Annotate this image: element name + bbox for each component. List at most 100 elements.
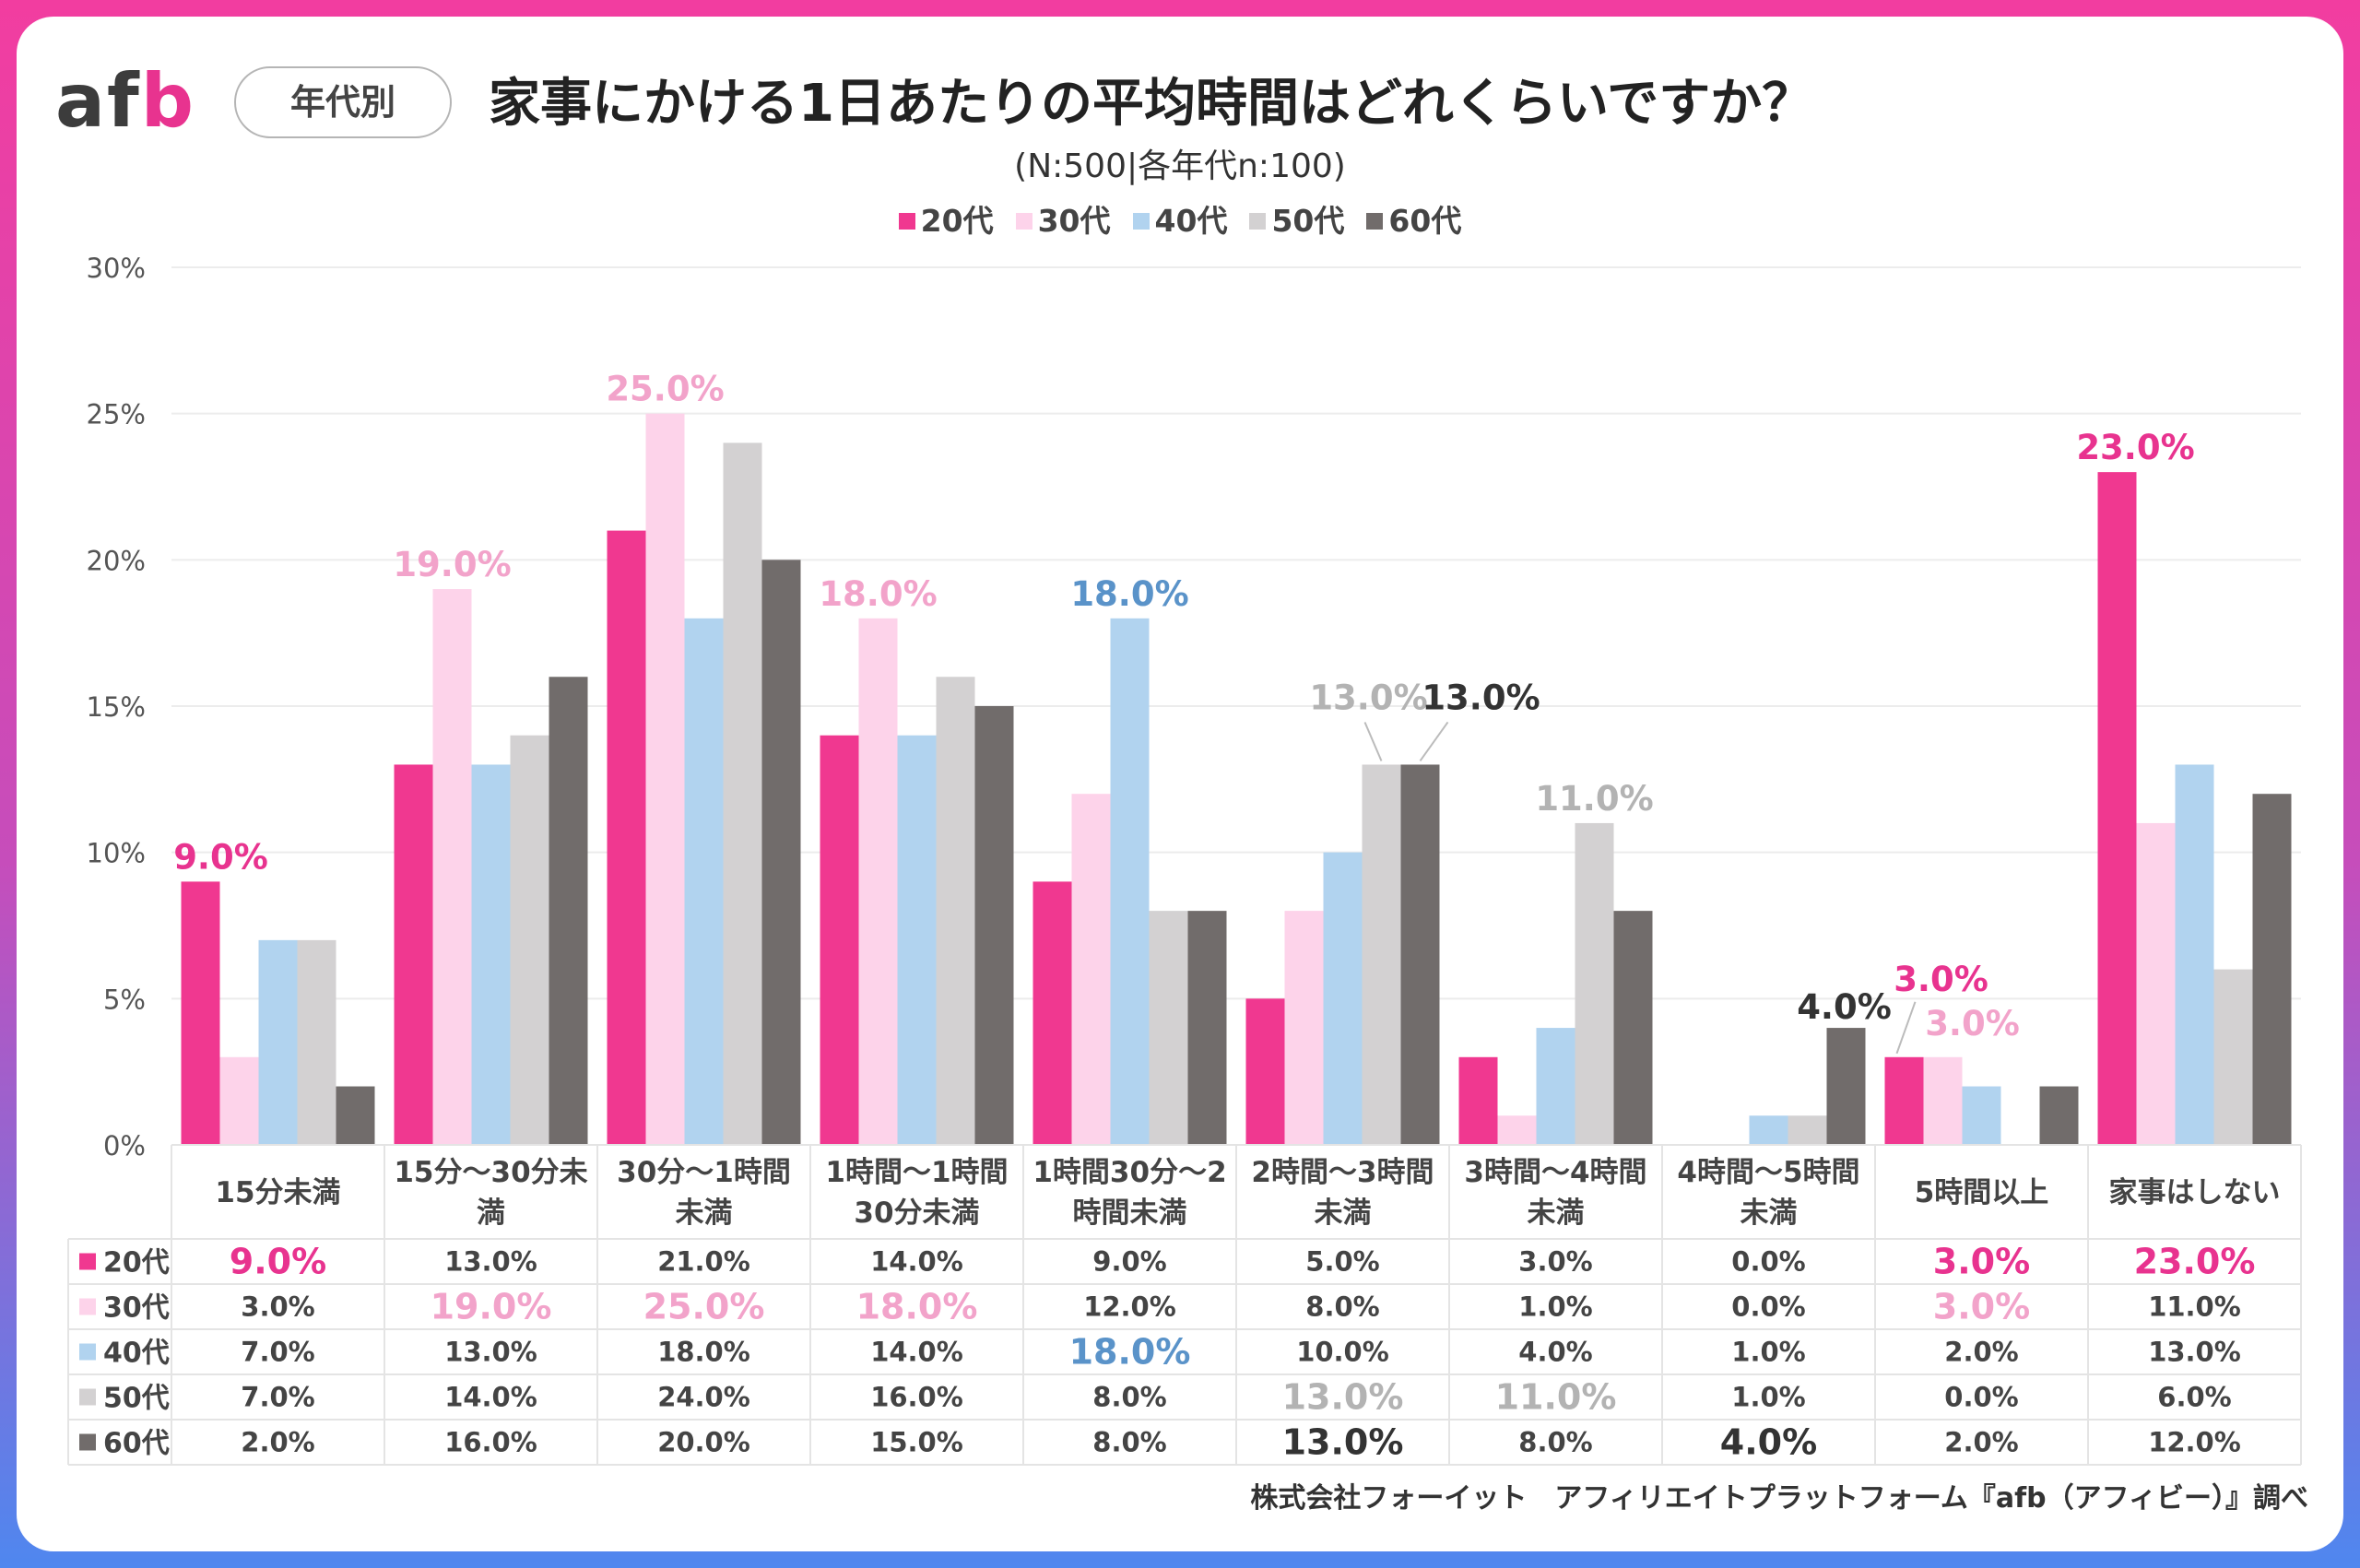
table-cell: 2.0% — [1944, 1337, 2018, 1368]
table-cell: 5.0% — [1305, 1246, 1379, 1278]
row-header: 60代 — [103, 1428, 170, 1460]
row-swatch — [79, 1343, 96, 1361]
y-tick-label: 20% — [87, 545, 146, 576]
bar — [1071, 794, 1111, 1145]
table-cell: 21.0% — [657, 1246, 750, 1278]
afb-logo: afb — [55, 58, 196, 144]
legend-swatch — [1366, 213, 1384, 230]
age-group-tag: 年代別 — [234, 66, 452, 138]
bar — [684, 618, 724, 1145]
bar — [219, 1056, 259, 1145]
table-cell: 14.0% — [870, 1337, 963, 1368]
bar — [607, 530, 646, 1145]
legend-label: 20代 — [920, 203, 994, 239]
legend-label: 60代 — [1388, 203, 1462, 239]
bar — [897, 735, 937, 1145]
bar — [723, 442, 762, 1145]
bar — [2097, 472, 2137, 1145]
table-cell: 2.0% — [1944, 1427, 2018, 1458]
table-cell: 13.0% — [1282, 1377, 1404, 1418]
table-cell: 16.0% — [870, 1382, 963, 1413]
bar — [549, 677, 588, 1145]
bar — [258, 939, 298, 1145]
table-cell: 3.0% — [241, 1291, 314, 1323]
bar — [336, 1086, 375, 1145]
bar — [1187, 911, 1227, 1145]
bar — [1245, 998, 1285, 1145]
bar — [974, 706, 1014, 1145]
table-cell: 0.0% — [1731, 1291, 1805, 1323]
bar — [1458, 1056, 1498, 1145]
table-cell: 4.0% — [1518, 1337, 1592, 1368]
y-tick-label: 10% — [87, 838, 146, 869]
legend: 20代 30代 40代 50代 60代 — [0, 201, 2360, 242]
table-cell: 8.0% — [1092, 1427, 1166, 1458]
y-tick-label: 25% — [87, 399, 146, 430]
bar — [1362, 764, 1401, 1145]
table-cell: 14.0% — [870, 1246, 963, 1278]
bar — [394, 764, 433, 1145]
legend-item: 60代 — [1366, 201, 1461, 242]
bar — [432, 589, 472, 1145]
table-cell: 24.0% — [657, 1382, 750, 1413]
bar — [1497, 1115, 1537, 1145]
bar — [1923, 1056, 1963, 1145]
category-label: 30分未満 — [854, 1197, 979, 1230]
table-cell: 23.0% — [2134, 1242, 2256, 1282]
bar — [1536, 1028, 1575, 1145]
bar — [1575, 822, 1614, 1145]
category-label: 1時間～1時間 — [825, 1156, 1008, 1189]
legend-item: 30代 — [1015, 201, 1111, 242]
table-cell: 25.0% — [643, 1287, 765, 1327]
legend-swatch — [1015, 213, 1032, 230]
table-cell: 13.0% — [444, 1246, 537, 1278]
leader-line — [1419, 721, 1449, 762]
bar — [2039, 1086, 2079, 1145]
table-cell: 16.0% — [444, 1427, 537, 1458]
bar — [1110, 618, 1150, 1145]
table-cell: 3.0% — [1933, 1287, 2030, 1327]
table-cell: 11.0% — [1495, 1377, 1617, 1418]
category-label: 3時間～4時間 — [1464, 1156, 1646, 1189]
chart-title: 家事にかける1日あたりの平均時間はどれくらいですか？ — [489, 74, 1814, 134]
data-label: 25.0% — [606, 370, 724, 409]
leader-line — [1363, 722, 1383, 761]
legend-label: 40代 — [1154, 203, 1228, 239]
row-swatch — [79, 1433, 96, 1451]
table-cell: 10.0% — [1296, 1337, 1389, 1368]
table-cell: 3.0% — [1518, 1246, 1592, 1278]
y-tick-label: 30% — [87, 253, 146, 284]
table-cell: 9.0% — [230, 1242, 326, 1282]
bar — [1284, 911, 1324, 1145]
table-cell: 20.0% — [657, 1427, 750, 1458]
table-cell: 1.0% — [1518, 1291, 1592, 1323]
table-cell: 8.0% — [1305, 1291, 1379, 1323]
data-label: 3.0% — [1894, 960, 1988, 999]
bar — [858, 618, 898, 1145]
row-swatch — [79, 1253, 96, 1270]
bar — [2175, 764, 2214, 1145]
category-label: 未満 — [1528, 1197, 1585, 1230]
bar — [1613, 911, 1653, 1145]
category-label: 2時間～3時間 — [1251, 1156, 1434, 1189]
category-label: 15分未満 — [215, 1176, 340, 1209]
data-label: 4.0% — [1797, 987, 1892, 1027]
bar — [1962, 1086, 2001, 1145]
legend-label: 30代 — [1037, 203, 1111, 239]
category-label: 未満 — [676, 1197, 733, 1230]
category-label: 5時間以上 — [1915, 1176, 2049, 1209]
table-cell: 8.0% — [1092, 1382, 1166, 1413]
bar — [2136, 822, 2176, 1145]
legend-label: 50代 — [1271, 203, 1345, 239]
category-label: 未満 — [1740, 1197, 1798, 1230]
bar — [1149, 911, 1188, 1145]
row-swatch — [79, 1388, 96, 1406]
table-cell: 15.0% — [870, 1427, 963, 1458]
bar — [1826, 1028, 1866, 1145]
category-label: 満 — [477, 1197, 505, 1230]
data-label: 23.0% — [2076, 428, 2194, 467]
row-header: 40代 — [103, 1338, 170, 1370]
legend-swatch — [1132, 213, 1150, 230]
leader-line — [1895, 1001, 1917, 1055]
